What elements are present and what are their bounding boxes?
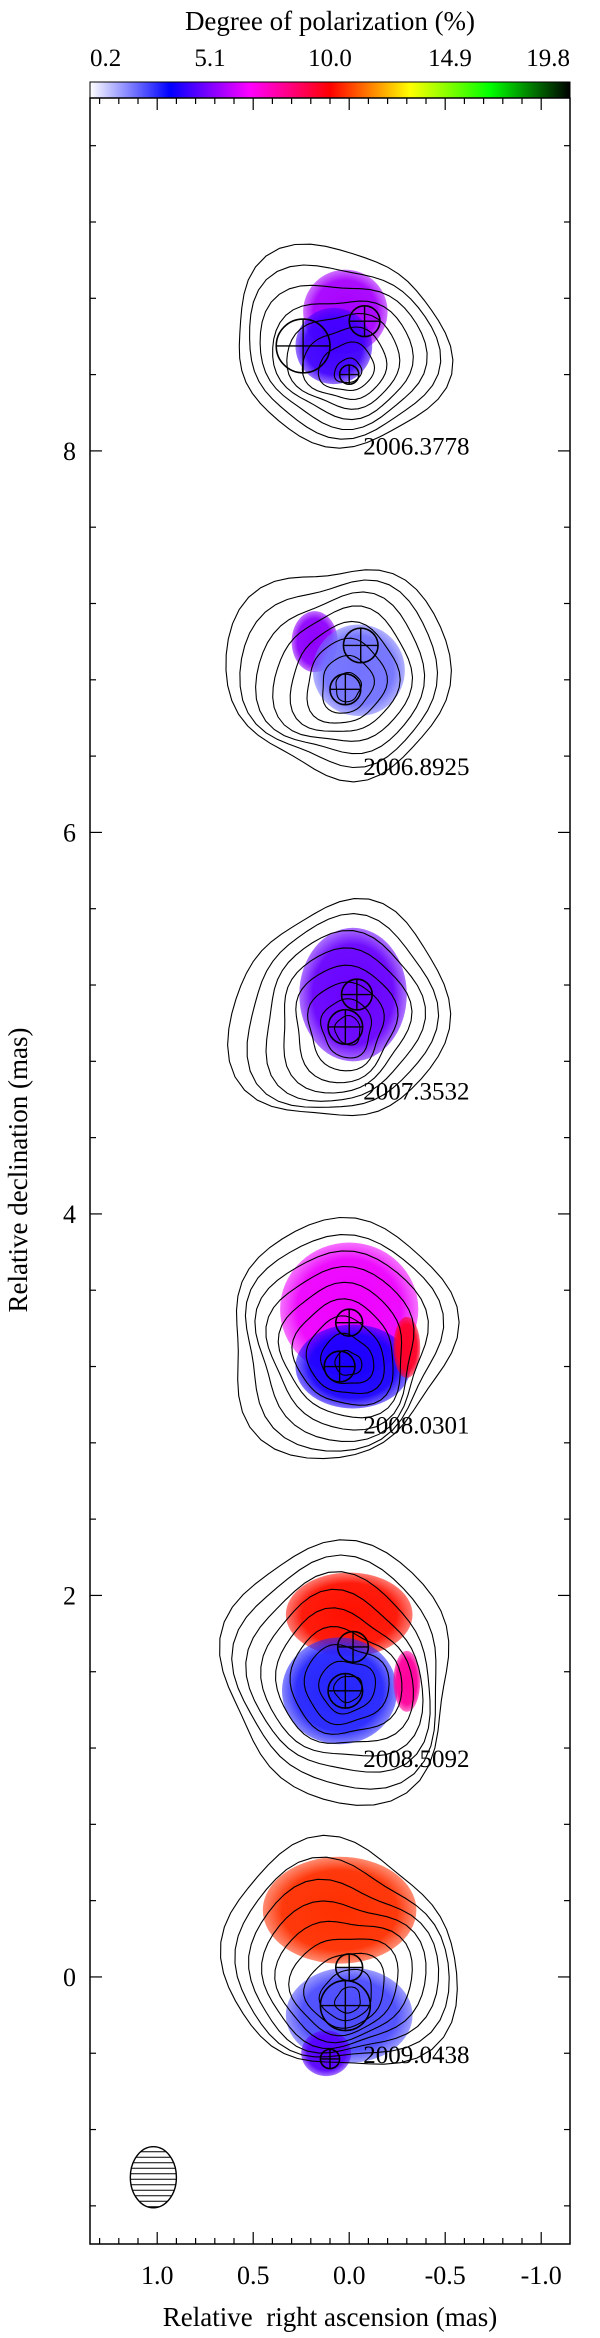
plot-area: 2006.3778 2006.8925 2007.3532 2008.0301 2008… [129,243,470,2209]
contour [320,1332,375,1384]
contour [234,1856,450,2058]
polarization-patch [312,624,405,717]
contour [260,1588,424,1757]
colorbar-tick-label: 10.0 [308,45,352,72]
model-component [340,978,374,1011]
x-tick-label: -1.0 [521,2261,562,2290]
x-tick-label: -0.5 [425,2261,466,2290]
contour [225,569,452,783]
epoch-map [225,569,452,783]
epoch-map [227,898,452,1117]
epoch-map [220,1834,458,2077]
model-component [327,1672,364,1709]
epoch-label: 2009.0438 [363,2042,469,2069]
x-tick-label: 0.5 [237,2261,270,2290]
epoch-label: 2008.0301 [363,1412,469,1439]
colorbar-tick-labels: 0.2 5.1 10.0 14.9 19.8 [90,45,570,72]
x-tick-label: 0.0 [333,2261,366,2290]
colorbar-tick-label: 5.1 [194,45,225,72]
contour [320,998,373,1059]
contour [249,264,442,440]
contour [307,981,385,1072]
model-component [319,2048,341,2070]
contour [231,1554,437,1790]
epoch-label: 2008.5092 [363,1746,469,1773]
contour [283,947,413,1094]
model-component [327,1008,364,1046]
contour [318,1968,372,2022]
epoch-label: 2007.3532 [363,1078,469,1105]
epoch-map [235,1216,460,1460]
contour [244,1234,445,1452]
y-tick-label: 0 [63,1963,76,1992]
contour [245,1571,431,1773]
model-component [329,673,362,706]
contour [303,1643,390,1726]
contour [259,284,428,431]
epoch-label: 2006.8925 [363,754,469,781]
epoch-map [238,243,454,449]
axis-tick-labels: 1.0 0.5 0.0 -0.5 -1.0 0 2 4 6 8 [63,437,562,2290]
colorbar-tick-label: 19.8 [526,45,570,72]
colorbar-tick-label: 0.2 [90,45,121,72]
contour [288,1938,399,2037]
contour [254,1250,429,1442]
contour [261,1900,427,2049]
model-component [334,1953,364,1982]
contour [333,1014,361,1046]
y-tick-label: 6 [63,818,76,847]
colorbar [89,81,571,99]
contour [265,1265,415,1431]
contour [289,620,401,732]
contour [219,1539,450,1806]
contour [272,300,414,421]
contour [274,1920,413,2044]
contour [291,1298,394,1406]
contour [333,1986,361,2014]
contour [246,913,440,1108]
x-tick-label: 1.0 [141,2261,174,2290]
contour [275,1607,414,1744]
beam-ellipse [129,2146,178,2209]
contour [277,1281,403,1419]
contour [220,1834,458,2065]
contour [318,1660,377,1715]
contour [239,579,439,769]
colorbar-title: Degree of polarization (%) [185,6,475,36]
model-component [275,318,331,374]
colorbar-tick-label: 14.9 [428,45,472,72]
contour [235,1216,460,1460]
y-tick-label: 4 [63,1200,76,1229]
contour [248,1878,440,2054]
axis-ticks [90,98,570,2244]
epoch-map [219,1539,450,1806]
model-component [336,1630,370,1664]
contour [227,898,452,1117]
x-axis-label: Relative right ascension (mas) [163,2302,497,2332]
contour [272,605,414,742]
y-axis-label: Relative declination (mas) [3,1028,33,1313]
model-component [338,364,360,385]
contour [286,312,401,410]
model-component [348,305,381,338]
contour [335,671,363,703]
epoch-label: 2006.3778 [363,434,469,461]
model-component [319,1979,372,2032]
model-component [323,1350,356,1383]
contour [295,964,399,1084]
contour [305,1315,385,1395]
model-component [334,1308,364,1337]
y-tick-label: 2 [63,1581,76,1610]
model-component [342,627,379,664]
contour [255,591,426,755]
contour [265,930,426,1102]
contour [238,243,454,449]
contour [334,1349,363,1376]
y-tick-label: 8 [63,437,76,466]
contour [333,357,363,384]
